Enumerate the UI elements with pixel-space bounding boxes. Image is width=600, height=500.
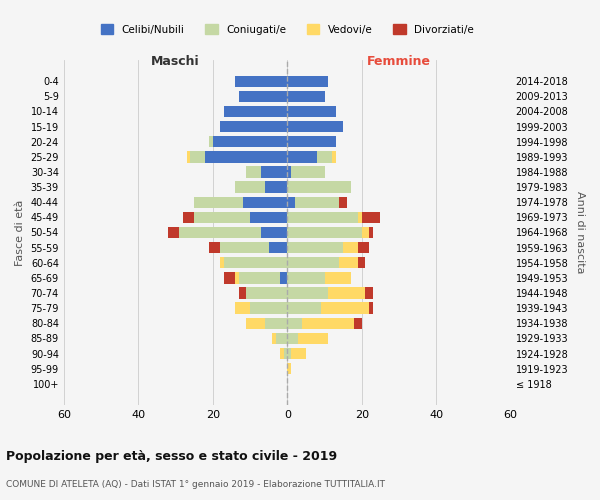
Bar xyxy=(287,227,362,238)
Bar xyxy=(287,121,343,132)
Bar xyxy=(205,151,287,162)
Bar xyxy=(340,196,347,208)
Bar xyxy=(287,242,343,254)
Bar xyxy=(295,196,340,208)
Bar xyxy=(224,257,287,268)
Bar xyxy=(340,257,358,268)
Bar xyxy=(369,227,373,238)
Bar xyxy=(291,348,306,359)
Bar xyxy=(220,257,224,268)
Bar xyxy=(358,212,362,223)
Bar xyxy=(209,242,220,254)
Bar xyxy=(332,151,335,162)
Bar xyxy=(276,332,287,344)
Bar xyxy=(287,348,291,359)
Bar xyxy=(239,90,287,102)
Bar xyxy=(287,166,291,177)
Bar xyxy=(287,182,350,193)
Bar xyxy=(220,242,269,254)
Text: COMUNE DI ATELETA (AQ) - Dati ISTAT 1° gennaio 2019 - Elaborazione TUTTITALIA.IT: COMUNE DI ATELETA (AQ) - Dati ISTAT 1° g… xyxy=(6,480,385,489)
Bar xyxy=(287,136,335,147)
Bar xyxy=(265,318,287,329)
Bar xyxy=(265,182,287,193)
Bar xyxy=(287,302,321,314)
Bar xyxy=(325,272,350,283)
Bar xyxy=(261,166,287,177)
Bar xyxy=(369,302,373,314)
Bar xyxy=(362,212,380,223)
Bar xyxy=(246,166,261,177)
Bar xyxy=(298,332,328,344)
Bar xyxy=(302,318,354,329)
Bar xyxy=(358,257,365,268)
Bar xyxy=(280,272,287,283)
Bar xyxy=(354,318,362,329)
Bar xyxy=(213,136,287,147)
Bar xyxy=(287,318,302,329)
Bar xyxy=(242,196,287,208)
Bar xyxy=(358,242,369,254)
Bar xyxy=(224,106,287,117)
Bar xyxy=(235,272,239,283)
Bar xyxy=(287,212,358,223)
Bar xyxy=(250,302,287,314)
Bar xyxy=(239,272,280,283)
Bar xyxy=(365,288,373,298)
Bar xyxy=(246,318,265,329)
Bar xyxy=(239,288,246,298)
Bar xyxy=(179,227,261,238)
Bar xyxy=(235,302,250,314)
Bar xyxy=(287,151,317,162)
Bar xyxy=(220,121,287,132)
Bar xyxy=(261,227,287,238)
Y-axis label: Anni di nascita: Anni di nascita xyxy=(575,191,585,274)
Legend: Celibi/Nubili, Coniugati/e, Vedovi/e, Divorziati/e: Celibi/Nubili, Coniugati/e, Vedovi/e, Di… xyxy=(97,20,478,38)
Bar xyxy=(209,136,213,147)
Text: Popolazione per età, sesso e stato civile - 2019: Popolazione per età, sesso e stato civil… xyxy=(6,450,337,463)
Bar xyxy=(328,288,365,298)
Bar xyxy=(224,272,235,283)
Bar xyxy=(190,151,205,162)
Bar xyxy=(287,90,325,102)
Bar xyxy=(194,196,242,208)
Bar xyxy=(183,212,194,223)
Bar xyxy=(287,196,295,208)
Text: Femmine: Femmine xyxy=(367,54,431,68)
Bar xyxy=(287,76,328,87)
Text: Maschi: Maschi xyxy=(151,54,200,68)
Bar xyxy=(235,76,287,87)
Bar xyxy=(287,272,325,283)
Bar xyxy=(291,166,325,177)
Bar xyxy=(187,151,190,162)
Bar xyxy=(250,212,287,223)
Bar xyxy=(272,332,276,344)
Y-axis label: Fasce di età: Fasce di età xyxy=(15,200,25,266)
Bar xyxy=(194,212,250,223)
Bar xyxy=(287,106,335,117)
Bar xyxy=(362,227,369,238)
Bar xyxy=(235,182,265,193)
Bar xyxy=(287,257,340,268)
Bar xyxy=(168,227,179,238)
Bar xyxy=(317,151,332,162)
Bar xyxy=(269,242,287,254)
Bar xyxy=(280,348,284,359)
Bar xyxy=(321,302,369,314)
Bar xyxy=(287,288,328,298)
Bar xyxy=(246,288,287,298)
Bar xyxy=(343,242,358,254)
Bar xyxy=(287,332,298,344)
Bar xyxy=(284,348,287,359)
Bar xyxy=(287,363,291,374)
